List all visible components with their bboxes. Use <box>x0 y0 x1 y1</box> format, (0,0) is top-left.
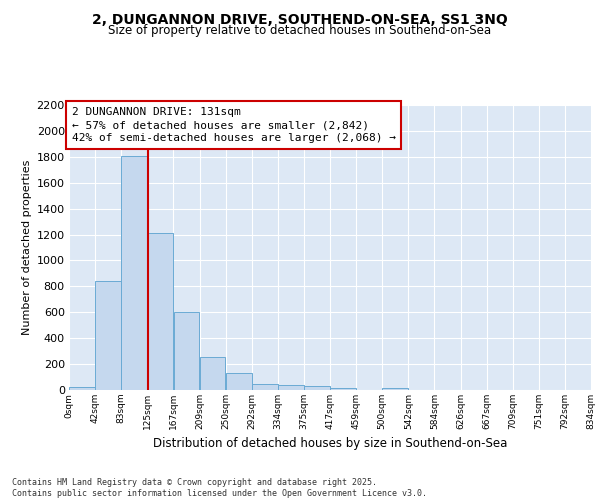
Bar <box>121 156 147 390</box>
Bar <box>304 386 330 390</box>
Bar <box>278 385 304 390</box>
Text: 2, DUNGANNON DRIVE, SOUTHEND-ON-SEA, SS1 3NQ: 2, DUNGANNON DRIVE, SOUTHEND-ON-SEA, SS1… <box>92 12 508 26</box>
Y-axis label: Number of detached properties: Number of detached properties <box>22 160 32 335</box>
Bar <box>382 388 408 390</box>
Bar <box>226 373 251 390</box>
Bar <box>148 233 173 390</box>
Bar <box>95 280 121 390</box>
Text: Size of property relative to detached houses in Southend-on-Sea: Size of property relative to detached ho… <box>109 24 491 37</box>
Bar <box>252 384 278 390</box>
Text: Contains HM Land Registry data © Crown copyright and database right 2025.
Contai: Contains HM Land Registry data © Crown c… <box>12 478 427 498</box>
Bar <box>173 312 199 390</box>
X-axis label: Distribution of detached houses by size in Southend-on-Sea: Distribution of detached houses by size … <box>153 438 507 450</box>
Bar <box>330 388 356 390</box>
Bar <box>200 357 226 390</box>
Text: 2 DUNGANNON DRIVE: 131sqm
← 57% of detached houses are smaller (2,842)
42% of se: 2 DUNGANNON DRIVE: 131sqm ← 57% of detac… <box>71 107 395 144</box>
Bar <box>69 387 95 390</box>
